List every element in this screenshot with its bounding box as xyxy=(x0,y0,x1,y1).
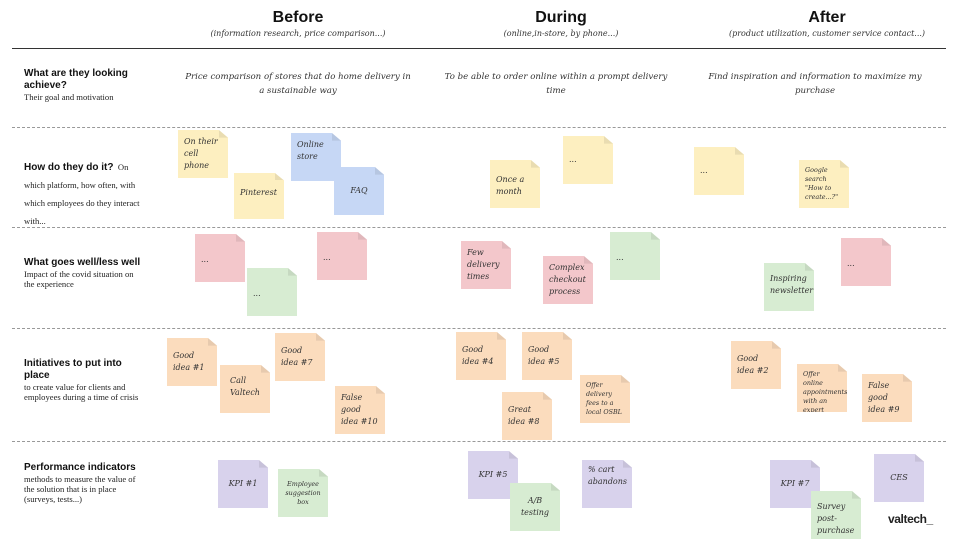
row-divider xyxy=(12,127,946,128)
sticky-note[interactable]: Pinterest xyxy=(234,173,284,219)
row-header-well: What goes well/less well Impact of the c… xyxy=(24,257,142,289)
column-subtitle: (online,in-store, by phone...) xyxy=(503,29,619,38)
column-header-after: After (product utilization, customer ser… xyxy=(707,8,947,39)
sticky-note[interactable]: Complex checkout process xyxy=(543,256,593,304)
sticky-note[interactable]: False good idea #10 xyxy=(335,386,385,434)
sticky-note[interactable]: KPI #7 xyxy=(770,460,820,508)
row-description: to create value for clients and employee… xyxy=(24,382,139,402)
sticky-note[interactable]: On their cell phone xyxy=(178,130,228,178)
sticky-note[interactable]: Few delivery times xyxy=(461,241,511,289)
sticky-note[interactable]: Good idea #2 xyxy=(731,341,781,389)
sticky-note[interactable]: FAQ xyxy=(334,167,384,215)
sticky-note[interactable]: A/B testing xyxy=(510,483,560,531)
sticky-note[interactable]: KPI #5 xyxy=(468,451,518,499)
sticky-note[interactable]: ... xyxy=(247,268,297,316)
row-title: Performance indicators xyxy=(24,462,136,473)
column-header-before: Before (information research, price comp… xyxy=(178,8,418,39)
sticky-note[interactable]: Employee suggestion box xyxy=(278,469,328,517)
sticky-note[interactable]: Good idea #4 xyxy=(456,332,506,380)
sticky-note[interactable]: ... xyxy=(563,136,613,184)
header-divider xyxy=(12,48,946,49)
sticky-note[interactable]: Offer delivery fees to a local OSBL xyxy=(580,375,630,423)
column-header-during: During (online,in-store, by phone...) xyxy=(441,8,681,39)
row-description: On which platform, how often, with which… xyxy=(24,162,140,226)
sticky-note[interactable]: Call Valtech xyxy=(220,365,270,413)
sticky-note[interactable]: % cart abandons xyxy=(582,460,632,508)
sticky-note[interactable]: False good idea #9 xyxy=(862,374,912,422)
column-title: During xyxy=(535,9,587,26)
row-title: What are they looking achieve? xyxy=(24,68,128,91)
valtech-logo: valtech_ xyxy=(888,512,933,526)
row-title: What goes well/less well xyxy=(24,257,141,268)
sticky-note[interactable]: KPI #1 xyxy=(218,460,268,508)
sticky-note[interactable]: Good idea #5 xyxy=(522,332,572,380)
row-divider xyxy=(12,227,946,228)
row-divider xyxy=(12,441,946,442)
row-description: Impact of the covid situation on the exp… xyxy=(24,269,134,289)
sticky-note[interactable]: Google search "How to create...?" xyxy=(799,160,849,208)
sticky-note[interactable]: Once a month xyxy=(490,160,540,208)
row-description: methods to measure the value of the solu… xyxy=(24,474,136,504)
sticky-note[interactable]: ... xyxy=(317,232,367,280)
column-subtitle: (product utilization, customer service c… xyxy=(728,29,926,38)
sticky-note[interactable]: ... xyxy=(694,147,744,195)
column-title: After xyxy=(808,9,846,26)
goal-before: Price comparison of stores that do home … xyxy=(185,72,411,96)
row-header-goal: What are they looking achieve? Their goa… xyxy=(24,68,142,102)
sticky-note[interactable]: Offer online appointments with an expert xyxy=(797,364,847,412)
sticky-note[interactable]: ... xyxy=(841,238,891,286)
column-subtitle: (information research, price comparison.… xyxy=(210,29,386,38)
sticky-note[interactable]: Great idea #8 xyxy=(502,392,552,440)
row-header-initiatives: Initiatives to put into place to create … xyxy=(24,358,142,402)
sticky-note[interactable]: Inspiring newsletter xyxy=(764,263,814,311)
row-title: Initiatives to put into place xyxy=(24,358,122,381)
sticky-note[interactable]: ... xyxy=(610,232,660,280)
sticky-note[interactable]: CES xyxy=(874,454,924,502)
row-header-how: How do they do it? On which platform, ho… xyxy=(24,157,142,229)
sticky-note[interactable]: Online store xyxy=(291,133,341,181)
goal-during: To be able to order online within a prom… xyxy=(444,72,668,96)
sticky-note[interactable]: ... xyxy=(195,234,245,282)
goal-after: Find inspiration and information to maxi… xyxy=(708,72,922,96)
sticky-note[interactable]: Survey post-purchase xyxy=(811,491,861,539)
row-header-kpi: Performance indicators methods to measur… xyxy=(24,462,142,504)
row-divider xyxy=(12,328,946,329)
column-title: Before xyxy=(272,9,324,26)
row-title: How do they do it? xyxy=(24,162,114,173)
sticky-note[interactable]: Good idea #7 xyxy=(275,333,325,381)
sticky-note[interactable]: Good idea #1 xyxy=(167,338,217,386)
row-description: Their goal and motivation xyxy=(24,92,114,102)
